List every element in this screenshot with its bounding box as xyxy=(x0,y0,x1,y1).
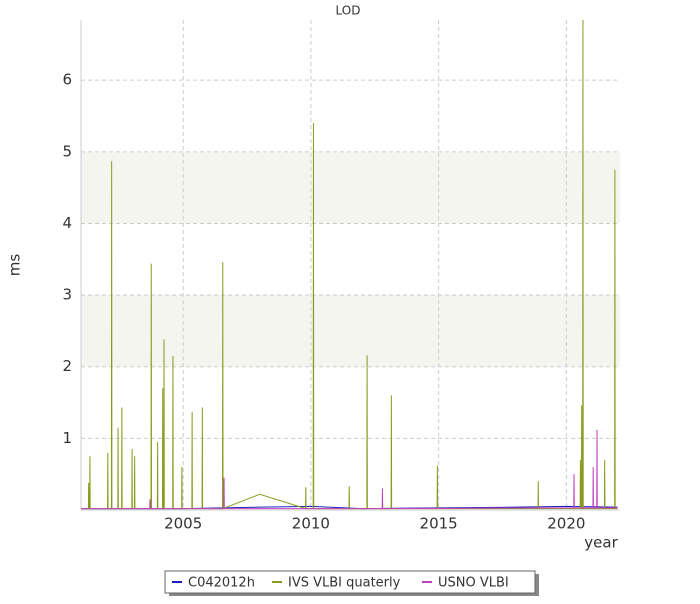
y-tick-label: 1 xyxy=(62,429,72,447)
y-tick-label: 5 xyxy=(62,142,72,160)
series-line xyxy=(81,19,618,510)
plot-band xyxy=(81,151,620,224)
x-tick-label: 2005 xyxy=(164,515,202,533)
chart-title: LOD xyxy=(336,4,361,18)
legend xyxy=(164,570,536,594)
y-tick-label: 3 xyxy=(62,286,72,304)
x-tick-label: 2010 xyxy=(292,515,330,533)
y-tick-label: 6 xyxy=(62,71,72,89)
legend-label: C042012h xyxy=(188,576,255,591)
legend-label: IVS VLBI quaterly xyxy=(288,576,401,591)
y-tick-label: 4 xyxy=(62,214,72,232)
plot-band xyxy=(81,295,620,367)
legend-label: USNO VLBI xyxy=(438,576,509,591)
y-tick-label: 2 xyxy=(62,357,72,375)
x-axis-label: year xyxy=(584,534,618,552)
series-line xyxy=(81,429,618,510)
y-axis-label: ms xyxy=(6,254,24,277)
x-tick-label: 2020 xyxy=(547,515,585,533)
x-tick-label: 2015 xyxy=(420,515,458,533)
